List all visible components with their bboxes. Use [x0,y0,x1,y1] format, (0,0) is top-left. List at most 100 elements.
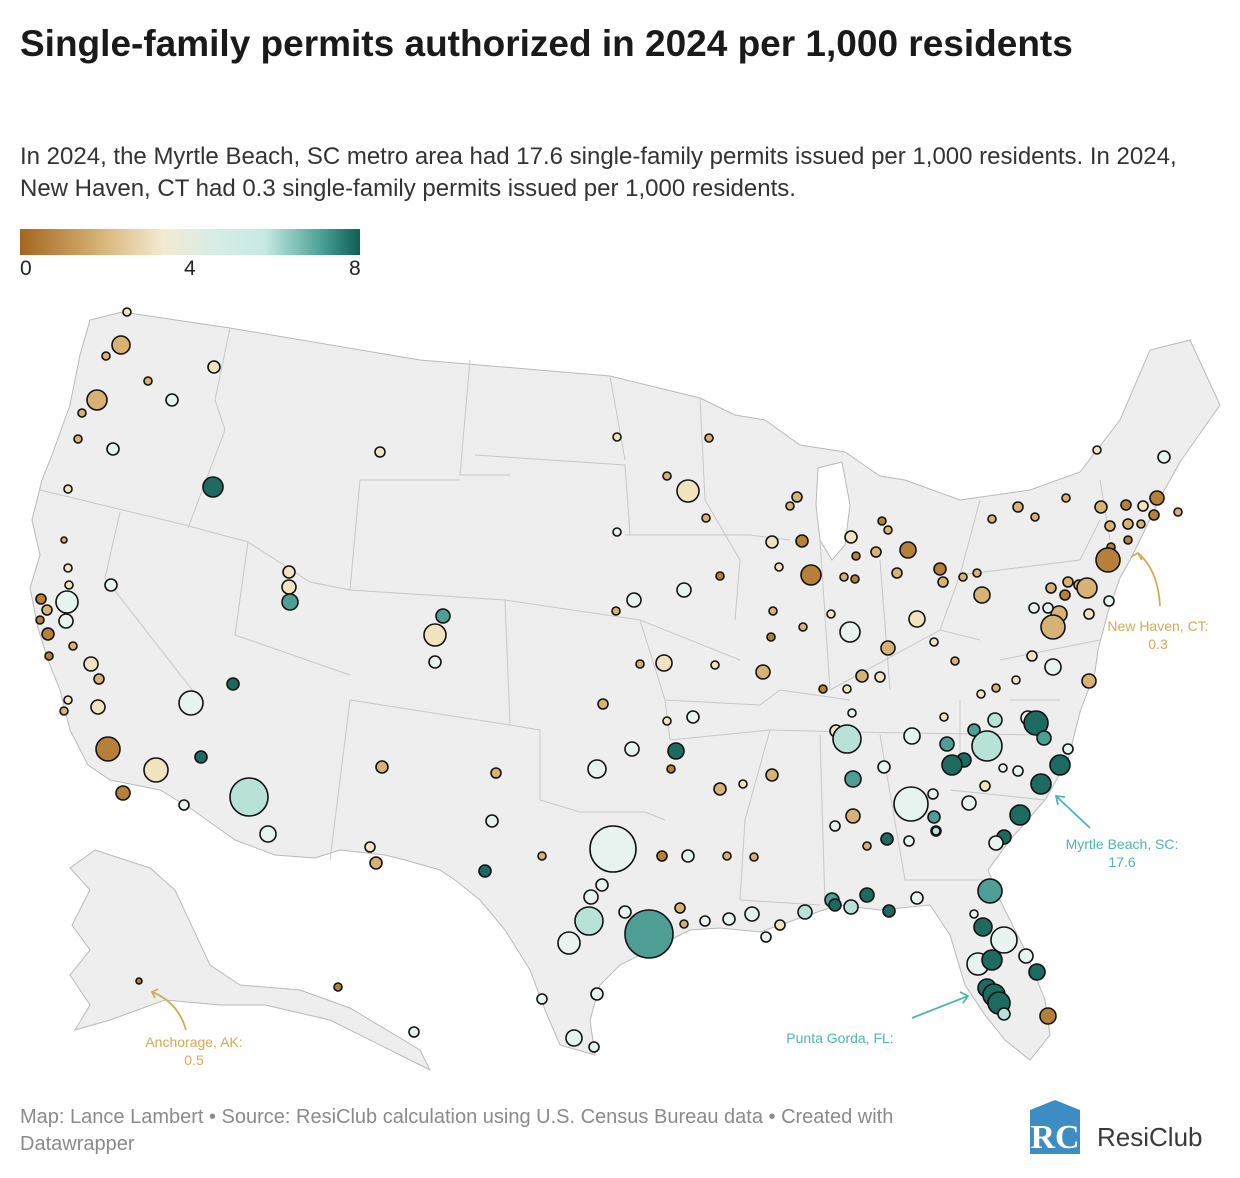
metro-dot [927,810,941,824]
metro-dot [927,788,939,800]
metro-dot [1137,500,1149,512]
myrtle-beach-label: Myrtle Beach, SC: [1066,836,1179,852]
color-legend: 0 4 8 [20,229,361,280]
metro-dot [178,690,204,716]
metro-dot [795,534,809,548]
metro-dot [281,593,299,611]
metro-dot [785,501,795,511]
metro-dot [847,708,857,718]
new-haven-arrow [1130,551,1161,607]
metro-dot [676,582,692,598]
metro-dot [68,641,78,651]
metro-dot [104,578,118,592]
metro-dot [950,656,960,666]
metro-dot [839,572,849,582]
metro-dot [760,931,772,943]
metro-dot [1083,608,1095,620]
metro-dot [77,408,87,418]
metro-dot [877,516,887,526]
metro-dot [1039,1007,1057,1025]
metro-dot [845,808,861,824]
metro-dot [662,471,672,481]
metro-dot [1012,765,1024,777]
metro-dot [612,527,622,537]
metro-dot [1157,450,1171,464]
metro-dot [1018,948,1034,964]
lake-michigan [815,461,851,561]
metro-dot [874,671,886,683]
metro-dot [933,562,947,576]
metro-dot [766,632,776,642]
metro-dot [95,736,121,762]
annotations: New Haven, CT: 0.3 Myrtle Beach, SC: 17.… [145,618,1208,1068]
metro-dot [800,564,822,586]
metro-dot [851,551,861,561]
annotation-arrows [150,551,1161,1031]
metro-dot [859,887,875,903]
legend-min-label: 0 [20,257,32,280]
metro-dot [842,684,852,694]
metro-dot [83,656,99,672]
metro-dot [738,779,748,789]
metro-dot [1062,576,1074,588]
metro-dot [877,760,891,774]
metro-dot [1062,743,1074,755]
metro-dot [122,307,132,317]
metro-dot [899,541,917,559]
anchorage-arrow [150,988,187,1031]
myrtle-beach-arrow [1054,794,1091,829]
metro-dot [981,949,1003,971]
metro-dot [587,759,607,779]
metro-dot [612,432,622,442]
metro-dot [428,655,442,669]
metro-dot [63,484,73,494]
legend-max-label: 8 [349,257,361,280]
metro-dot [774,919,786,931]
metro-dot [624,741,640,757]
metro-dot [1059,589,1071,601]
metro-dot [958,572,968,582]
metro-dot [565,1029,583,1047]
chart-title: Single-family permits authorized in 2024… [20,23,1073,64]
metro-dot [143,757,169,783]
metro-dot [626,592,642,608]
metro-dot [699,915,711,927]
metro-dot [765,535,779,549]
legend-gradient [20,229,360,255]
metro-dot [35,593,47,605]
metro-dot [374,446,386,458]
metro-dot [973,586,991,604]
metro-dot [990,926,1018,954]
metro-dot [1103,595,1115,607]
metro-dot [941,754,963,776]
metro-dot [882,904,896,918]
metro-dot [485,814,499,828]
metro-dot [115,785,131,801]
metro-dot [828,898,842,912]
metro-dot [937,576,949,588]
metro-dot [135,977,143,985]
metro-dot [59,706,69,716]
metro-dot [1042,602,1054,614]
metro-dot [722,912,736,926]
contiguous-us-land [29,311,1221,1061]
metro-dot [701,513,711,523]
resiclub-brand: RC ResiClub [1024,1098,1224,1158]
metro-dot [988,835,1004,851]
metro-dot [891,567,903,579]
metro-dot [1136,519,1146,529]
metro-dot [597,698,609,710]
metro-dot [41,604,53,616]
metro-dot [90,699,106,715]
metro-dot [844,770,862,788]
metro-dot [536,993,548,1005]
metro-dot [106,442,120,456]
metro-dot [797,904,813,920]
metro-dot [73,434,83,444]
metro-dot [908,610,926,628]
metro-dot [537,851,547,861]
metro-dot [259,825,277,843]
metro-dot [870,546,882,558]
new-haven-value: 0.3 [1148,636,1168,652]
metro-dot [408,1026,420,1038]
